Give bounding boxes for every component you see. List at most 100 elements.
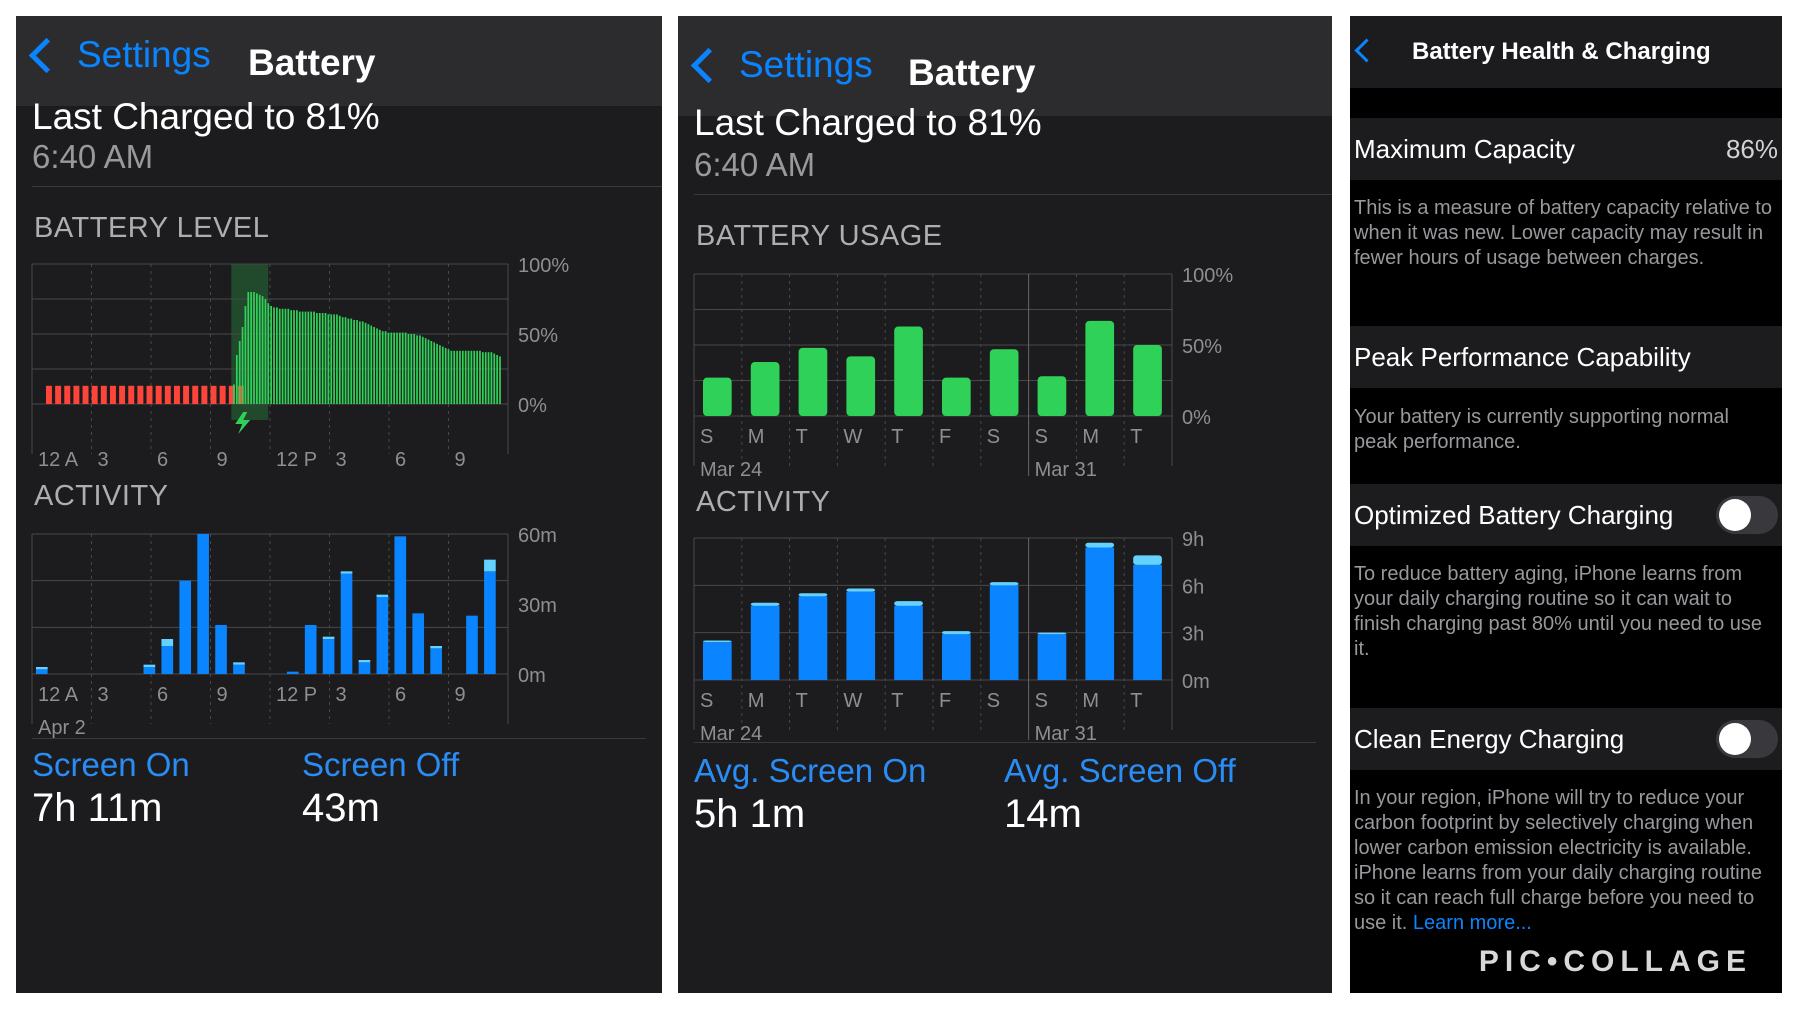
x-tick-label: 6 (395, 449, 406, 471)
screen-on-bar (197, 534, 209, 674)
optimized-charging-toggle[interactable] (1716, 496, 1778, 534)
x-tick-label: M (1082, 426, 1099, 448)
screen-on-bar (750, 605, 780, 680)
x-tick-label: S (1035, 426, 1048, 448)
x-tick-label: T (891, 426, 903, 448)
battery-bar (264, 299, 267, 404)
clean-energy-toggle[interactable] (1716, 720, 1778, 758)
x-tick-label: M (748, 426, 765, 448)
battery-bar (330, 314, 333, 404)
divider (694, 194, 1332, 195)
battery-panel-day: Settings Battery Last Charged to 81% 6:4… (16, 16, 662, 993)
battery-bar-low (82, 385, 89, 404)
x-tick-label: M (748, 690, 765, 712)
battery-bar (404, 332, 407, 404)
screen-off-bar (1037, 632, 1067, 635)
screen-on-bar (484, 571, 496, 674)
chevron-left-icon[interactable] (1354, 38, 1379, 63)
battery-level-chart: 100% 50% 0% 12 A 3 6 9 12 P 3 6 9 (31, 255, 569, 471)
battery-bar (473, 350, 476, 404)
x-tick-label: W (843, 426, 862, 448)
x-tick-label: T (1130, 426, 1142, 448)
battery-bar (456, 350, 458, 404)
battery-bar (301, 311, 304, 404)
x-tick-label: 3 (336, 449, 347, 471)
screen-on-bar (143, 667, 156, 674)
battery-bar-low (137, 385, 144, 404)
y-tick-label: 30m (518, 595, 557, 617)
x-tick-label: F (939, 690, 951, 712)
divider (32, 738, 646, 739)
battery-bar (233, 384, 235, 404)
battery-bar (293, 310, 295, 404)
battery-bar (410, 334, 413, 404)
peak-performance-label: Peak Performance Capability (1354, 342, 1691, 372)
max-capacity-value: 86% (1725, 134, 1778, 164)
screen-on-bar (466, 615, 478, 674)
battery-bar (433, 342, 436, 404)
battery-bar (430, 341, 433, 404)
divider (32, 186, 662, 187)
y-tick-label: 100% (518, 255, 569, 277)
battery-bar-low (237, 385, 244, 404)
battery-bar (487, 352, 490, 404)
avg-screen-on-label: Avg. Screen On (694, 752, 927, 789)
battery-bar (459, 350, 461, 404)
screen-on-bar (1037, 634, 1067, 680)
screen-off-label: Screen Off (302, 746, 460, 783)
peak-performance-row[interactable]: Peak Performance Capability (1350, 326, 1782, 388)
x-tick-label: T (891, 690, 903, 712)
battery-bar (484, 352, 487, 404)
screen-off-bar (989, 582, 1019, 586)
battery-bar (361, 321, 364, 404)
battery-bar-low (100, 385, 107, 404)
battery-bar (276, 307, 278, 404)
x-tick-label: 12 A (38, 684, 79, 706)
last-charged: Last Charged to 81% (32, 96, 380, 137)
x-tick-label: 12 A (38, 449, 79, 471)
nav-bar: Settings Battery (16, 16, 662, 106)
toggle-knob (1719, 499, 1751, 531)
battery-bar (467, 350, 470, 404)
x-tick-label: S (987, 426, 1000, 448)
usage-bar (750, 362, 780, 416)
battery-bar (250, 292, 252, 404)
battery-bar (407, 334, 410, 404)
battery-bar (427, 339, 430, 404)
battery-bar-low (219, 385, 226, 404)
battery-bar-low (73, 385, 80, 404)
toggle-knob (1719, 723, 1751, 755)
clean-energy-row: Clean Energy Charging (1350, 708, 1782, 770)
screen-off-bar (1133, 555, 1162, 565)
nav-bar: Settings Battery (678, 16, 1332, 116)
screen-off-bar (430, 646, 442, 649)
max-capacity-note: This is a measure of battery capacity re… (1354, 197, 1772, 269)
battery-bar (253, 292, 255, 404)
back-button[interactable]: Settings (22, 34, 211, 76)
x-tick-label: 3 (98, 684, 109, 706)
battery-bar (287, 308, 290, 404)
battery-bar (439, 345, 441, 404)
screen-on-bar (1085, 547, 1115, 680)
screen-on-bar (798, 596, 828, 680)
screen-on-bar (36, 669, 48, 674)
battery-bar-low (55, 385, 62, 404)
x-tick-label: 9 (217, 684, 228, 706)
battery-bar (453, 350, 456, 404)
screen-off-bar (942, 631, 971, 635)
battery-bar (333, 314, 335, 404)
battery-bar (364, 322, 367, 404)
learn-more-link[interactable]: Learn more... (1412, 912, 1532, 934)
x-tick-label: 9 (217, 449, 228, 471)
back-button[interactable]: Settings (684, 44, 873, 86)
screen-on-bar (286, 671, 299, 674)
battery-bar (421, 336, 424, 404)
battery-bar (396, 332, 398, 404)
x-tick-label: 12 P (276, 684, 317, 706)
battery-bar-low (201, 385, 208, 404)
screen-off-bar (1085, 542, 1115, 548)
usage-bar (989, 349, 1019, 416)
x-tick-label: 12 P (276, 449, 317, 471)
battery-bar (341, 317, 344, 404)
usage-bar (703, 377, 732, 416)
